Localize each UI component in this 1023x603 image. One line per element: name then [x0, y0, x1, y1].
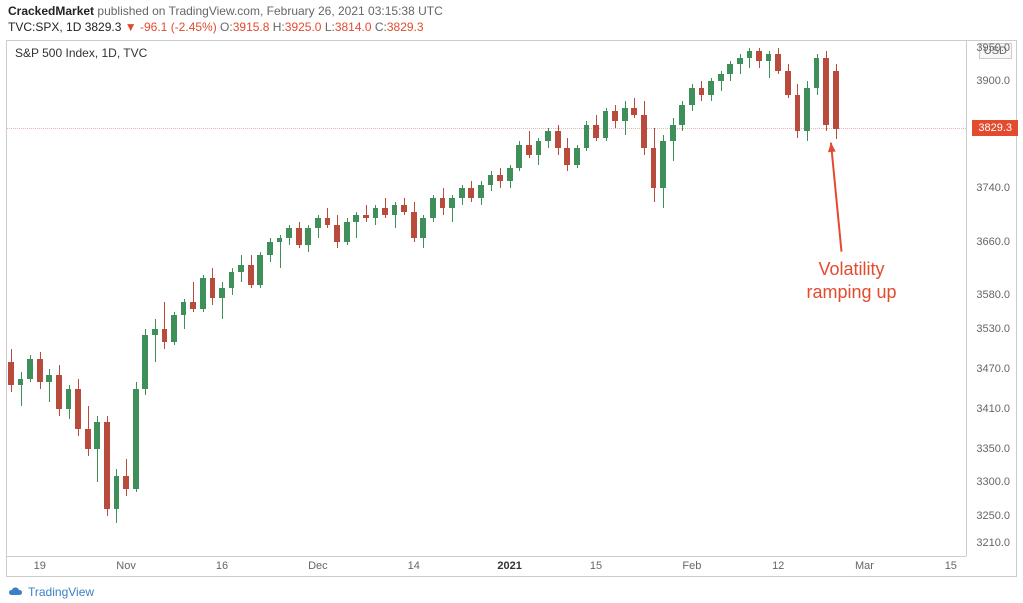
y-tick-label: 3470.0: [976, 363, 1010, 375]
symbol: TVC:SPX, 1D: [8, 20, 81, 34]
x-axis: 19 Nov 16 Dec 14 2021 15 Feb 12 Mar 15: [7, 556, 966, 576]
ohlc-o-label: O:: [220, 20, 233, 34]
change-value: -96.1: [140, 20, 167, 34]
x-tick-label: 15: [945, 560, 957, 572]
y-tick-label: 3250.0: [976, 510, 1010, 522]
ohlc-l: 3814.0: [335, 20, 372, 34]
ohlc-h-label: H:: [273, 20, 285, 34]
x-tick-label: Feb: [682, 560, 701, 572]
ohlc-h: 3925.0: [285, 20, 322, 34]
chart-plot[interactable]: S&P 500 Index, 1D, TVC Volatilityramping…: [7, 41, 966, 556]
publish-line: CrackedMarket published on TradingView.c…: [8, 4, 1015, 18]
published-on-text: published on: [97, 4, 165, 18]
y-tick-label: 3210.0: [976, 537, 1010, 549]
site-name: TradingView.com,: [169, 4, 264, 18]
x-tick-label: 14: [408, 560, 420, 572]
x-tick-label: Dec: [308, 560, 328, 572]
y-axis: USD 3210.03250.03300.03350.03410.03470.0…: [966, 41, 1016, 556]
x-tick-label: 16: [216, 560, 228, 572]
ohlc-c: 3829.3: [387, 20, 424, 34]
y-tick-label: 3580.0: [976, 289, 1010, 301]
chart-container[interactable]: S&P 500 Index, 1D, TVC Volatilityramping…: [6, 40, 1017, 577]
quote-line: TVC:SPX, 1D 3829.3 ▼ -96.1 (-2.45%) O:39…: [8, 20, 1015, 34]
cloud-icon: [8, 586, 24, 598]
ohlc-c-label: C:: [375, 20, 387, 34]
y-tick-label: 3350.0: [976, 443, 1010, 455]
chart-header: CrackedMarket published on TradingView.c…: [0, 0, 1023, 36]
y-tick-label: 3740.0: [976, 182, 1010, 194]
x-tick-label: 12: [772, 560, 784, 572]
annotation-text: Volatilityramping up: [791, 258, 911, 305]
x-tick-label: 19: [34, 560, 46, 572]
publish-date: February 26, 2021 03:15:38 UTC: [267, 4, 443, 18]
y-tick-label: 3300.0: [976, 476, 1010, 488]
ohlc-o: 3915.8: [233, 20, 270, 34]
footer-brand: TradingView: [8, 585, 94, 599]
brand-text: TradingView: [28, 585, 94, 599]
last-price: 3829.3: [85, 20, 122, 34]
ohlc-l-label: L:: [325, 20, 335, 34]
y-tick-label: 3530.0: [976, 323, 1010, 335]
publisher: CrackedMarket: [8, 4, 94, 18]
x-tick-label: Nov: [116, 560, 136, 572]
y-tick-label: 3950.0: [976, 42, 1010, 54]
y-tick-label: 3900.0: [976, 75, 1010, 87]
y-tick-label: 3660.0: [976, 236, 1010, 248]
y-tick-label: 3410.0: [976, 403, 1010, 415]
x-tick-label: Mar: [855, 560, 874, 572]
change-pct: (-2.45%): [171, 20, 217, 34]
price-marker: 3829.3: [972, 120, 1018, 136]
down-arrow-icon: ▼: [125, 20, 137, 34]
x-tick-label: 15: [590, 560, 602, 572]
x-tick-label: 2021: [497, 560, 521, 572]
